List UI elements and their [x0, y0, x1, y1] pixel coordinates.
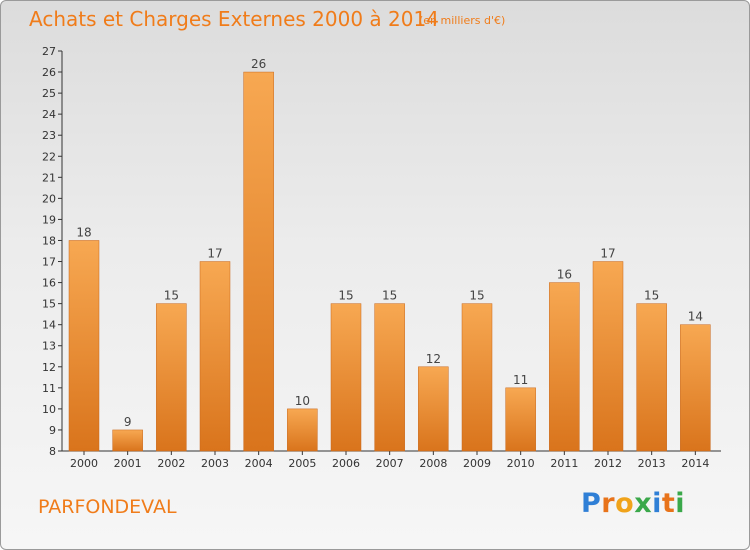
value-label-2000: 18: [76, 225, 91, 239]
x-tick-label-2003: 2003: [201, 457, 229, 470]
y-tick-label: 27: [42, 45, 56, 58]
x-tick-label-2011: 2011: [550, 457, 578, 470]
x-tick-label-2002: 2002: [157, 457, 185, 470]
bar-2008: [418, 366, 449, 452]
y-tick-label: 15: [42, 298, 56, 311]
y-tick-label: 13: [42, 340, 56, 353]
bar-2005: [287, 408, 318, 452]
y-tick-label: 8: [49, 445, 56, 458]
logo-letter: t: [661, 488, 676, 519]
bar-2002: [156, 303, 187, 452]
y-tick-label: 16: [42, 277, 56, 290]
value-label-2006: 15: [338, 289, 353, 303]
bar-2000: [68, 240, 100, 452]
x-tick-label-2000: 2000: [70, 457, 98, 470]
x-tick-label-2001: 2001: [114, 457, 142, 470]
bar-2010: [505, 387, 536, 452]
y-tick-label: 21: [42, 171, 56, 184]
chart-unit: (en milliers d'€): [419, 14, 506, 27]
value-label-2003: 17: [207, 247, 222, 261]
value-label-2002: 15: [164, 289, 179, 303]
y-tick-label: 9: [49, 424, 56, 437]
value-label-2004: 26: [251, 57, 266, 71]
x-tick-label-2014: 2014: [681, 457, 709, 470]
x-tick-label-2013: 2013: [638, 457, 666, 470]
value-label-2007: 15: [382, 289, 397, 303]
y-tick-label: 25: [42, 87, 56, 100]
value-label-2014: 14: [688, 310, 703, 324]
x-tick-label-2006: 2006: [332, 457, 360, 470]
x-tick-label-2004: 2004: [245, 457, 273, 470]
bar-2013: [636, 303, 667, 452]
x-tick-label-2007: 2007: [376, 457, 404, 470]
bar-2009: [461, 303, 493, 452]
y-tick-label: 14: [42, 319, 56, 332]
x-tick-label-2005: 2005: [288, 457, 316, 470]
bar-2007: [374, 303, 405, 452]
y-tick-label: 12: [42, 361, 56, 374]
x-tick-label-2012: 2012: [594, 457, 622, 470]
chart-title: Achats et Charges Externes 2000 à 2014: [29, 7, 439, 31]
logo-letter: o: [615, 488, 635, 519]
logo-letter: r: [601, 488, 616, 519]
labels: 2000 18 2001 9 2002 15 2003 17 2004 26 2005 10 2006 1…: [70, 57, 709, 470]
value-label-2009: 15: [469, 289, 484, 303]
bar-2003: [199, 261, 231, 452]
value-label-2010: 11: [513, 373, 528, 387]
proxiti-logo: Proxiti: [581, 488, 685, 519]
value-label-2012: 17: [600, 247, 615, 261]
y-tick-label: 22: [42, 150, 56, 163]
y-tick-label: 23: [42, 129, 56, 142]
value-label-2005: 10: [295, 394, 310, 408]
y-tick-label: 18: [42, 234, 56, 247]
x-tick-label-2008: 2008: [419, 457, 447, 470]
logo-letter: i: [652, 488, 662, 519]
bar-2012: [592, 261, 624, 452]
value-label-2013: 15: [644, 289, 659, 303]
value-label-2011: 16: [557, 268, 572, 282]
x-tick-label-2009: 2009: [463, 457, 491, 470]
bar-2014: [680, 324, 711, 452]
value-label-2001: 9: [124, 415, 132, 429]
logo-letter: P: [581, 488, 602, 519]
y-tick-label: 26: [42, 66, 56, 79]
value-label-2008: 12: [426, 352, 441, 366]
x-tick-label-2010: 2010: [507, 457, 535, 470]
y-tick-label: 24: [42, 108, 56, 121]
y-tick-label: 19: [42, 213, 56, 226]
bar-2001: [112, 429, 143, 452]
bar-2011: [549, 282, 580, 452]
axes: 8 9 10 11 12 13 14 15 16 17 18 19 20 21 22 23 24 25 26 27: [42, 45, 721, 458]
bar-2006: [330, 303, 362, 452]
logo-letter: i: [675, 488, 686, 519]
y-tick-label: 17: [42, 256, 56, 269]
y-tick-label: 20: [42, 192, 56, 205]
bar-2004: [243, 71, 274, 452]
logo-letter: x: [634, 488, 653, 519]
place-name: PARFONDEVAL: [38, 496, 177, 518]
y-tick-label: 10: [42, 403, 56, 416]
bars: [68, 71, 711, 452]
y-tick-label: 11: [42, 382, 56, 395]
